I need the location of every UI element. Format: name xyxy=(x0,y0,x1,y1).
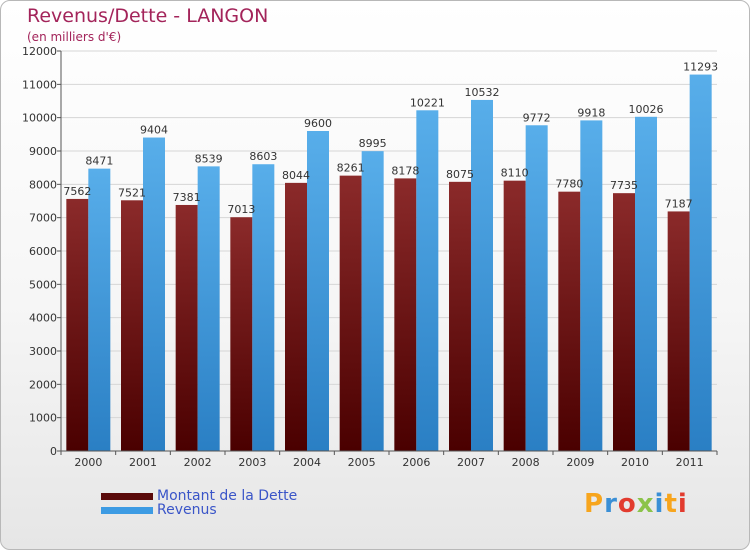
data-label: 7735 xyxy=(610,179,638,192)
revenue-bar xyxy=(689,74,712,452)
revenue-bar xyxy=(252,164,275,451)
data-label: 7780 xyxy=(555,178,583,191)
x-tick-label: 2009 xyxy=(566,456,594,469)
data-label: 9600 xyxy=(304,117,332,130)
data-label: 10532 xyxy=(465,86,500,99)
data-label: 9918 xyxy=(577,106,605,119)
data-label: 7521 xyxy=(118,186,146,199)
debt-bar xyxy=(503,180,526,451)
data-label: 9772 xyxy=(523,111,551,124)
legend-item-debt: Montant de la Dette xyxy=(101,488,297,504)
chart-title: Revenus/Dette - LANGON xyxy=(27,5,269,27)
revenue-bar xyxy=(307,131,329,451)
y-tick-label: 2000 xyxy=(29,378,57,391)
logo-letter: P xyxy=(584,489,605,519)
y-tick-label: 11000 xyxy=(22,78,57,91)
y-tick-label: 4000 xyxy=(29,312,57,325)
x-tick-label: 2006 xyxy=(402,456,430,469)
data-label: 10221 xyxy=(410,96,445,109)
data-label: 8471 xyxy=(85,155,113,168)
x-tick-label: 2003 xyxy=(238,456,266,469)
data-label: 8110 xyxy=(501,167,529,180)
proxiti-logo: Proxiti xyxy=(584,489,688,519)
revenue-bar xyxy=(635,116,657,452)
data-label: 8995 xyxy=(359,137,387,150)
revenue-bar xyxy=(416,110,439,452)
x-tick-label: 2000 xyxy=(74,456,102,469)
data-label: 11293 xyxy=(683,61,718,74)
y-tick-label: 3000 xyxy=(29,345,57,358)
y-tick-label: 1000 xyxy=(29,412,57,425)
x-tick-label: 2004 xyxy=(293,456,321,469)
debt-bar xyxy=(667,211,690,451)
revenue-bar xyxy=(525,125,548,452)
debt-bar xyxy=(285,182,307,451)
data-label: 7013 xyxy=(227,203,255,216)
x-tick-label: 2007 xyxy=(457,456,485,469)
y-tick-label: 8000 xyxy=(29,178,57,191)
y-tick-label: 10000 xyxy=(22,112,57,125)
debt-bar xyxy=(613,193,635,451)
x-tick-label: 2001 xyxy=(129,456,157,469)
y-tick-label: 6000 xyxy=(29,245,57,258)
debt-bar xyxy=(449,181,471,452)
legend-label-debt: Montant de la Dette xyxy=(157,488,298,504)
y-tick-label: 0 xyxy=(50,445,57,458)
logo-letter: i xyxy=(677,489,688,519)
debt-bar xyxy=(66,198,89,451)
y-tick-label: 12000 xyxy=(22,45,57,58)
legend-swatch-revenue xyxy=(101,506,153,514)
debt-bar xyxy=(339,175,362,451)
x-tick-label: 2002 xyxy=(184,456,212,469)
y-tick-label: 5000 xyxy=(29,278,57,291)
debt-bar xyxy=(175,204,198,451)
revenue-bar xyxy=(88,168,111,451)
x-tick-label: 2010 xyxy=(621,456,649,469)
revenue-bar xyxy=(580,120,603,452)
logo-letter: t xyxy=(664,489,678,519)
debt-bar xyxy=(558,191,581,451)
debt-bar xyxy=(230,217,253,451)
data-label: 8178 xyxy=(391,164,419,177)
data-label: 8044 xyxy=(282,169,310,182)
debt-bar xyxy=(121,200,143,451)
y-tick-label: 9000 xyxy=(29,145,57,158)
revenue-bar xyxy=(361,151,384,451)
debt-bar xyxy=(394,178,417,451)
legend-item-revenue: Revenus xyxy=(101,502,217,518)
revenue-bar xyxy=(471,99,493,451)
data-label: 7562 xyxy=(63,185,91,198)
x-tick-label: 2011 xyxy=(676,456,704,469)
revenue-bar xyxy=(143,137,165,452)
chart-subtitle: (en milliers d'€) xyxy=(27,30,122,44)
data-label: 8075 xyxy=(446,168,474,181)
legend-swatch-debt xyxy=(101,492,153,500)
logo-letter: r xyxy=(604,489,618,519)
data-label: 8539 xyxy=(195,152,223,165)
logo-letter: o xyxy=(617,489,637,519)
data-label: 8261 xyxy=(337,162,365,175)
data-label: 10026 xyxy=(629,103,664,116)
revenue-bar xyxy=(197,166,220,451)
data-label: 7381 xyxy=(173,191,201,204)
x-tick-label: 2008 xyxy=(512,456,540,469)
data-label: 7187 xyxy=(665,197,693,210)
logo-letter: i xyxy=(654,489,665,519)
data-label: 8603 xyxy=(249,150,277,163)
y-tick-label: 7000 xyxy=(29,212,57,225)
legend-label-revenue: Revenus xyxy=(157,502,217,518)
data-label: 9404 xyxy=(140,124,168,137)
logo-letter: x xyxy=(636,489,655,519)
x-tick-label: 2005 xyxy=(348,456,376,469)
